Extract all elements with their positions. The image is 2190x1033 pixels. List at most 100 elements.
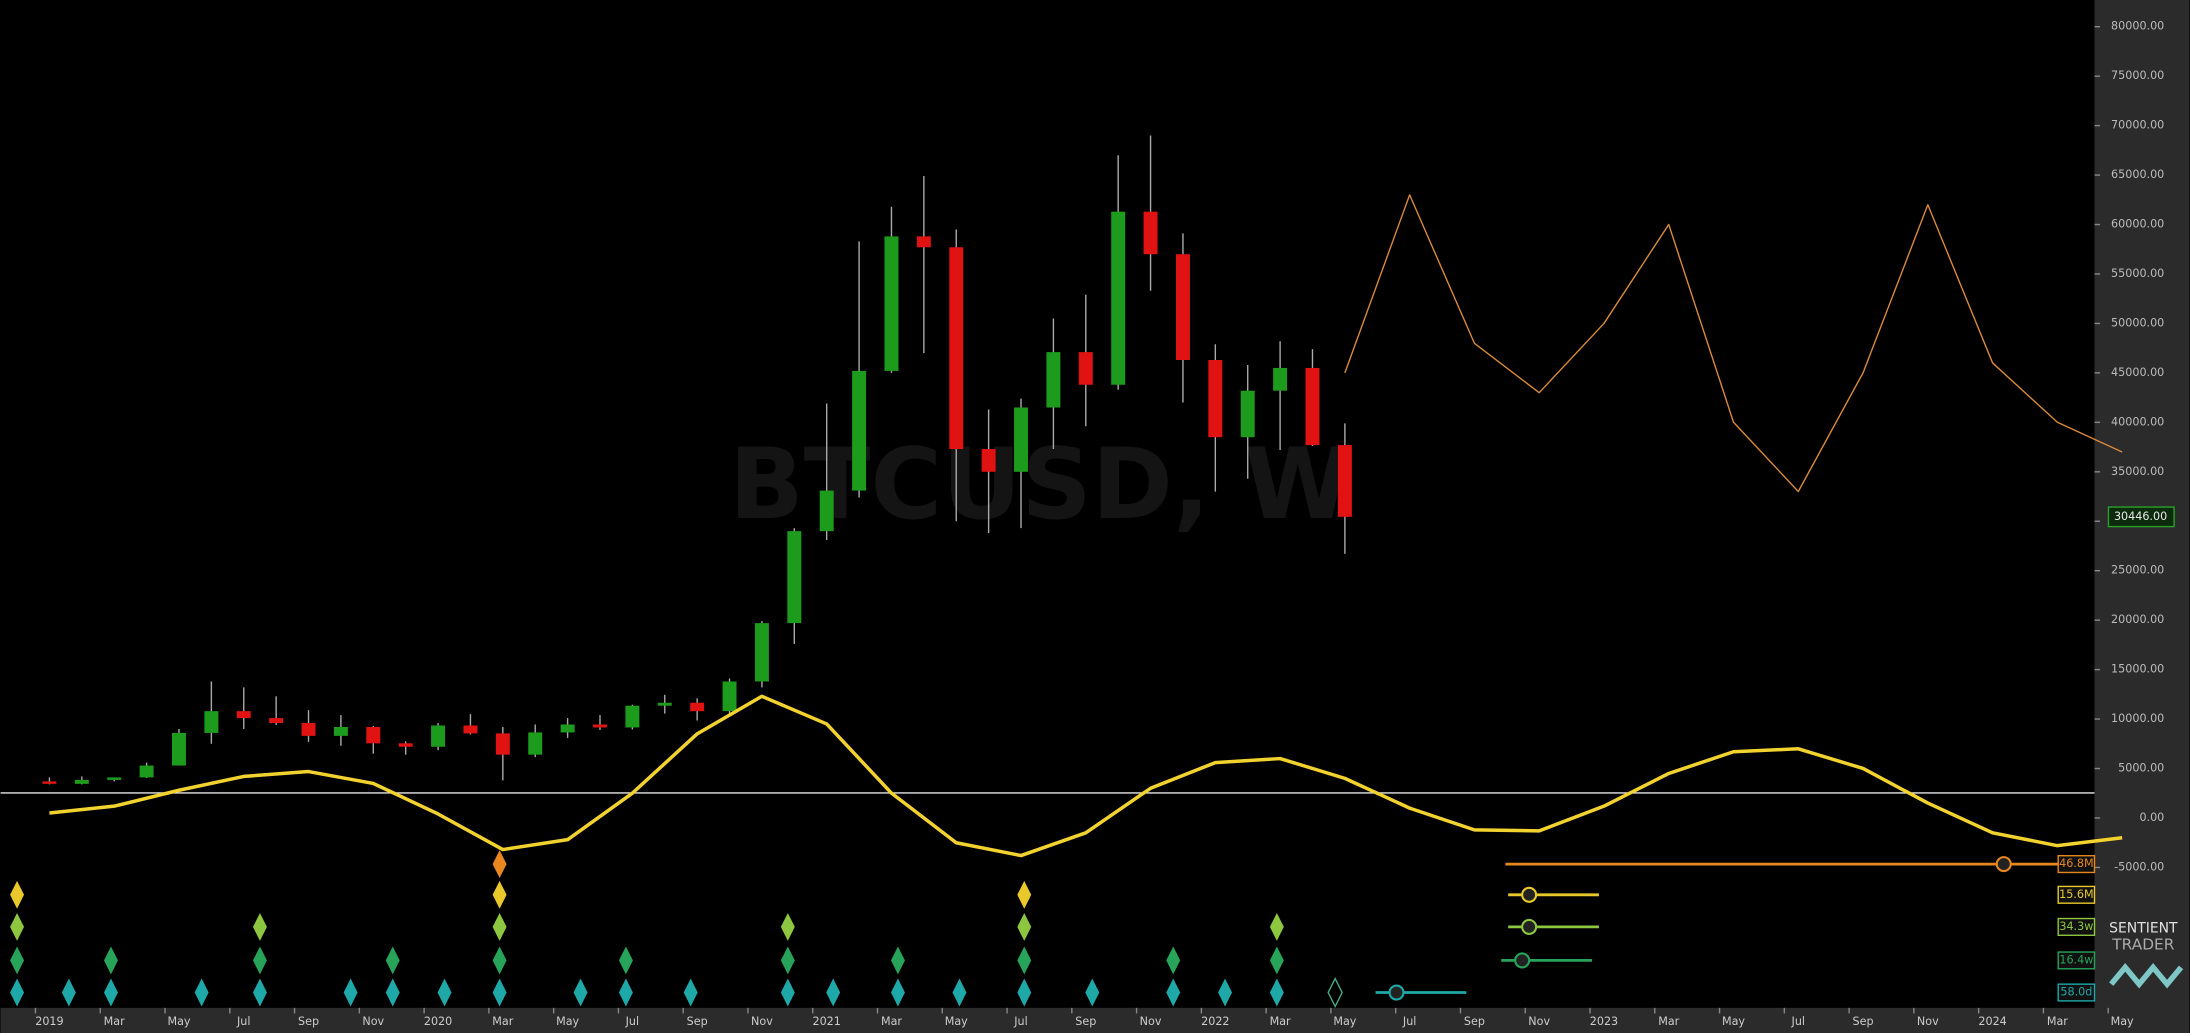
x-tick-label: May — [1722, 1015, 1745, 1028]
x-tick-label: 2020 — [424, 1015, 452, 1028]
cycle-trough — [385, 978, 400, 1007]
x-tick-label: Nov — [362, 1015, 384, 1028]
y-tick-label: 25000.00 — [2111, 564, 2164, 577]
x-tick-label: Jul — [1791, 1015, 1805, 1028]
cycle-label-box — [2057, 885, 2096, 904]
candle-body — [495, 733, 510, 755]
candle-body — [690, 702, 705, 712]
cycle-trough — [780, 912, 795, 941]
cycle-projection-point — [1521, 918, 1538, 935]
cycle-trough — [1017, 978, 1032, 1007]
candle-body — [1208, 360, 1223, 438]
x-tick-label: Mar — [492, 1015, 513, 1028]
x-tick-label: May — [556, 1015, 579, 1028]
candle-body — [1305, 367, 1320, 446]
cycle-trough — [1269, 912, 1284, 941]
cycle-projection-point — [1388, 984, 1405, 1001]
x-tick-label: Sep — [1464, 1015, 1485, 1028]
candle-body — [269, 718, 284, 724]
brand-logo — [2109, 963, 2184, 989]
cycle-trough — [1269, 978, 1284, 1007]
x-tick-label: Jul — [1013, 1015, 1027, 1028]
x-tick-label: Mar — [104, 1015, 125, 1028]
candle-body — [1143, 211, 1158, 255]
cycle-trough — [1218, 978, 1233, 1007]
cycle-trough — [10, 880, 25, 909]
cycle-trough — [1166, 946, 1181, 975]
x-tick-label: Jul — [236, 1015, 250, 1028]
cycle-label-box — [2057, 917, 2096, 936]
candle-body — [754, 623, 769, 682]
y-tick-label: 70000.00 — [2111, 119, 2164, 132]
candle-body — [528, 732, 543, 755]
cycle-trough — [1327, 976, 1343, 1009]
candle-body — [1337, 445, 1352, 517]
cycle-trough — [194, 978, 209, 1007]
cycle-trough — [1269, 946, 1284, 975]
x-tick-label: Nov — [1917, 1015, 1939, 1028]
x-tick-label: Jul — [625, 1015, 639, 1028]
y-tick-label: 10000.00 — [2111, 712, 2164, 725]
cycle-trough — [385, 946, 400, 975]
x-tick-label: Nov — [1140, 1015, 1162, 1028]
candle-body — [333, 726, 348, 736]
time-axis-panel — [0, 1007, 2095, 1033]
candle-body — [1078, 352, 1093, 385]
candle-body — [1175, 254, 1190, 361]
cycle-trough — [618, 946, 633, 975]
cycle-projection-point — [1514, 952, 1531, 969]
x-tick-label: Mar — [881, 1015, 902, 1028]
x-tick-label: Sep — [687, 1015, 708, 1028]
cycle-trough — [10, 946, 25, 975]
y-tick-label: 75000.00 — [2111, 69, 2164, 82]
cycle-trough — [780, 978, 795, 1007]
cycle-trough — [492, 880, 507, 909]
candle-body — [787, 531, 802, 624]
cycle-trough — [492, 946, 507, 975]
candle-body — [366, 726, 381, 744]
cycle-trough — [952, 978, 967, 1007]
candle-body — [74, 779, 89, 784]
y-tick-label: 80000.00 — [2111, 20, 2164, 33]
candle-body — [981, 449, 996, 472]
cycle-trough — [10, 912, 25, 941]
cycle-projection-point — [1521, 886, 1538, 903]
x-tick-label: Jul — [1402, 1015, 1416, 1028]
y-tick-label: 65000.00 — [2111, 168, 2164, 181]
x-tick-label: May — [945, 1015, 968, 1028]
x-tick-label: Mar — [1270, 1015, 1291, 1028]
cycle-trough — [343, 978, 358, 1007]
candle-body — [593, 724, 607, 728]
candle-body — [852, 370, 867, 491]
brand-bottom: TRADER — [2111, 936, 2174, 954]
candle-body — [1014, 407, 1028, 472]
x-tick-label: 2019 — [35, 1015, 63, 1028]
last-price-box — [2107, 506, 2175, 528]
candle-body — [884, 236, 899, 371]
cycle-trough — [573, 978, 588, 1007]
candle-body — [722, 681, 737, 712]
x-tick-label: 2021 — [812, 1015, 840, 1028]
candle-body — [949, 247, 964, 450]
candle-body — [1273, 367, 1288, 391]
cycle-projection-point — [1995, 856, 2012, 873]
candle-body — [301, 723, 316, 736]
candle-body — [657, 702, 672, 706]
cycle-label: 58.0d — [2060, 986, 2092, 999]
candle-body — [431, 725, 446, 747]
candle-body — [107, 777, 122, 780]
candle-body — [916, 236, 931, 248]
x-tick-label: 2023 — [1590, 1015, 1618, 1028]
cycle-trough — [492, 912, 507, 941]
y-tick-label: 40000.00 — [2111, 415, 2164, 428]
candle-body — [236, 711, 251, 719]
y-tick-label: -5000.00 — [2114, 860, 2164, 873]
cycle-trough — [1166, 978, 1181, 1007]
y-tick-label: 0.00 — [2139, 811, 2164, 824]
cycle-trough — [618, 978, 633, 1007]
y-tick-label: 15000.00 — [2111, 663, 2164, 676]
candle-body — [139, 765, 154, 778]
cycle-label: 15.6M — [2059, 888, 2093, 901]
cycle-label-box — [2057, 951, 2096, 970]
